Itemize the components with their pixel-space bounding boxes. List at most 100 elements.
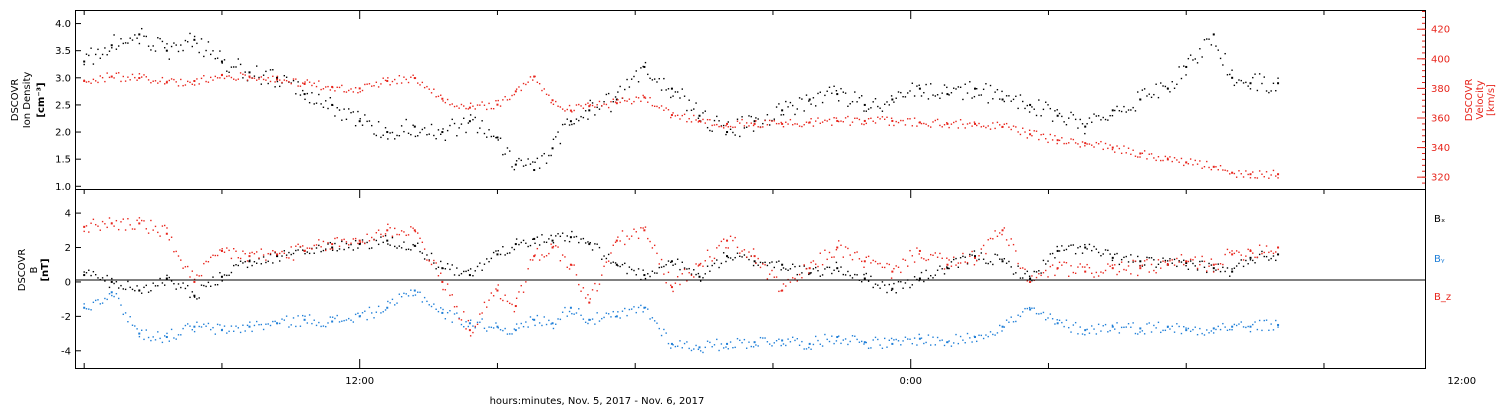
- bz-sample: [433, 259, 435, 262]
- density-sample: [1017, 107, 1019, 110]
- bx-sample: [124, 288, 127, 291]
- bz-point: [1001, 229, 1004, 232]
- density-sample: [916, 85, 918, 87]
- by-sample: [660, 334, 663, 337]
- by-sample: [748, 341, 750, 343]
- by-sample: [575, 312, 578, 314]
- bx-sample: [492, 251, 495, 254]
- bx-sample: [304, 252, 306, 255]
- bz-sample: [930, 253, 932, 256]
- bz-sample: [644, 226, 647, 228]
- velocity-sample: [348, 89, 350, 92]
- bz-point: [413, 229, 416, 232]
- by-sample: [934, 344, 937, 346]
- density-sample: [925, 83, 927, 86]
- velocity-sample: [785, 121, 787, 123]
- by-sample: [504, 327, 506, 330]
- bz-sample: [959, 262, 962, 264]
- by-sample: [1263, 319, 1265, 322]
- by-sample: [1171, 325, 1173, 328]
- velocity-sample: [88, 80, 90, 83]
- bz-sample: [1024, 268, 1026, 271]
- bx-sample: [849, 274, 851, 277]
- bz-sample: [877, 263, 879, 265]
- velocity-sample: [656, 105, 658, 108]
- density-sample: [1192, 59, 1194, 61]
- bx-sample: [1120, 258, 1123, 261]
- density-sample: [534, 161, 536, 163]
- velocity-sample: [564, 110, 566, 112]
- bz-sample: [987, 239, 989, 241]
- velocity-sample: [653, 105, 656, 107]
- bx-sample: [1008, 260, 1010, 263]
- bz-sample: [1180, 254, 1183, 256]
- density-sample: [920, 95, 923, 97]
- velocity-sample: [686, 120, 688, 123]
- by-sample: [467, 325, 470, 328]
- by-sample: [538, 322, 541, 324]
- bz-sample: [398, 233, 401, 236]
- bz-sample: [734, 236, 736, 239]
- by-sample: [840, 342, 842, 345]
- by-sample: [801, 340, 803, 343]
- bz-sample: [242, 250, 244, 252]
- bx-sample: [292, 252, 295, 255]
- velocity-sample: [1005, 122, 1008, 125]
- velocity-sample: [683, 113, 686, 116]
- velocity-sample: [134, 76, 136, 79]
- by-sample: [1033, 307, 1035, 309]
- by-sample: [371, 312, 373, 314]
- velocity-sample: [1263, 176, 1265, 178]
- velocity-sample: [428, 88, 430, 90]
- bz-sample: [854, 251, 856, 254]
- bx-sample: [808, 273, 810, 276]
- top-left-ytick-label: 1.5: [55, 155, 71, 166]
- velocity-sample: [872, 120, 874, 122]
- by-sample: [681, 347, 683, 349]
- by-sample: [350, 319, 352, 321]
- velocity-sample: [1189, 158, 1192, 160]
- bz-sample: [989, 237, 992, 240]
- bz-sample: [612, 244, 614, 246]
- bz-sample: [111, 222, 113, 224]
- bx-sample: [877, 284, 879, 286]
- velocity-sample: [907, 118, 909, 120]
- velocity-sample: [97, 81, 99, 84]
- bx-sample: [932, 277, 934, 279]
- by-sample: [281, 318, 283, 320]
- bz-sample: [842, 256, 844, 258]
- velocity-sample: [973, 121, 976, 123]
- density-sample: [382, 134, 384, 136]
- by-point: [1212, 327, 1215, 330]
- bz-sample: [1077, 266, 1079, 268]
- bx-sample: [759, 261, 762, 264]
- velocity-sample: [219, 77, 221, 79]
- by-sample: [870, 347, 872, 349]
- velocity-sample: [210, 76, 212, 79]
- bz-point: [193, 280, 196, 283]
- density-sample: [833, 85, 835, 87]
- bx-sample: [417, 242, 419, 244]
- density-sample: [467, 122, 470, 124]
- velocity-sample: [375, 81, 378, 83]
- density-sample: [697, 117, 700, 119]
- bx-sample: [1109, 253, 1111, 255]
- velocity-sample: [911, 125, 914, 127]
- bx-sample: [391, 236, 394, 239]
- density-sample: [745, 126, 748, 128]
- bz-point: [551, 246, 554, 249]
- density-sample: [987, 102, 989, 104]
- velocity-sample: [561, 108, 564, 110]
- velocity-sample: [377, 86, 380, 88]
- density-sample: [453, 122, 456, 125]
- bz-sample: [488, 299, 490, 301]
- density-sample: [1100, 119, 1102, 121]
- by-sample: [1148, 322, 1150, 324]
- bz-point: [514, 305, 517, 308]
- bz-sample: [1150, 263, 1153, 266]
- density-sample: [999, 98, 1001, 100]
- velocity-sample: [320, 88, 322, 91]
- density-sample: [734, 134, 736, 136]
- bx-sample: [1210, 264, 1213, 266]
- density-sample: [1143, 88, 1146, 90]
